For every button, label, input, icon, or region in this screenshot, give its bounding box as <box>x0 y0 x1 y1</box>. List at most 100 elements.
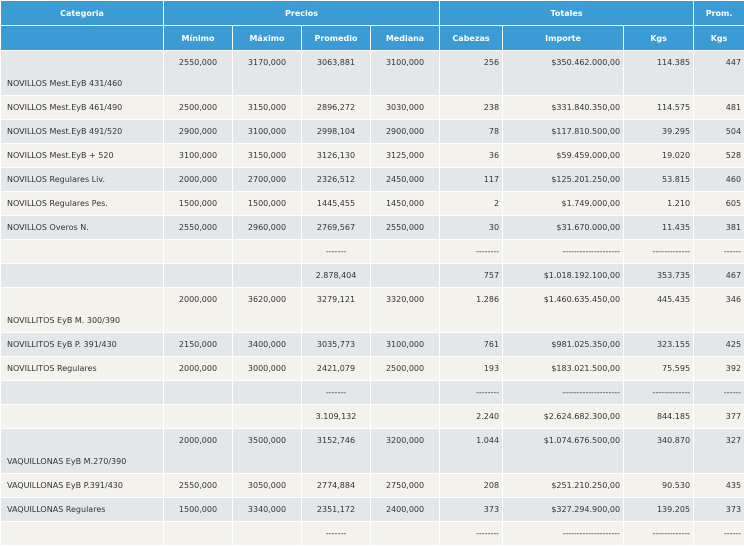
cell-prom-kgs: 392 <box>694 357 744 381</box>
subtotal-row: 2.878,404 757 $1.018.192.100,00 353.735 … <box>1 264 744 288</box>
cell-prom-kgs: 504 <box>694 120 744 144</box>
cell-promedio: 3.109,132 <box>302 405 371 429</box>
cell-mediana: 2500,000 <box>371 357 440 381</box>
cell-promedio: 2896,272 <box>302 96 371 120</box>
cell-minimo: 2000,000 <box>164 429 233 474</box>
cell-prom-kgs: 346 <box>694 288 744 333</box>
table-row: VAQUILLONAS EyB M.270/390 2000,000 3500,… <box>1 429 744 474</box>
cell-mediana: 3125,000 <box>371 144 440 168</box>
header-promedio: Promedio <box>302 26 371 51</box>
cell-categoria: NOVILLOS Mest.EyB + 520 <box>1 144 164 168</box>
cell-importe: -------------------- <box>503 522 624 546</box>
cell-maximo: 3150,000 <box>233 96 302 120</box>
cell-mediana <box>371 264 440 288</box>
cell-prom-kgs: 377 <box>694 405 744 429</box>
cell-cabezas: 36 <box>440 144 503 168</box>
cell-prom-kgs: 460 <box>694 168 744 192</box>
cell-mediana <box>371 240 440 264</box>
cell-maximo <box>233 405 302 429</box>
cell-importe: $327.294.900,00 <box>503 498 624 522</box>
table-body: NOVILLOS Mest.EyB 431/460 2550,000 3170,… <box>1 51 744 546</box>
cell-kgs: ------------- <box>624 381 694 405</box>
subtotal-row: 3.109,132 2.240 $2.624.682.300,00 844.18… <box>1 405 744 429</box>
cell-minimo <box>164 522 233 546</box>
cell-categoria: NOVILLITOS EyB P. 391/430 <box>1 333 164 357</box>
cell-minimo <box>164 405 233 429</box>
cell-cabezas: 117 <box>440 168 503 192</box>
cell-promedio: ------- <box>302 240 371 264</box>
cell-kgs: 323.155 <box>624 333 694 357</box>
table-row: VAQUILLONAS EyB P.391/430 2550,000 3050,… <box>1 474 744 498</box>
cell-maximo: 3620,000 <box>233 288 302 333</box>
cell-cabezas: 193 <box>440 357 503 381</box>
cell-mediana: 3200,000 <box>371 429 440 474</box>
cell-maximo: 3150,000 <box>233 144 302 168</box>
cell-minimo: 3100,000 <box>164 144 233 168</box>
cell-promedio: 1445,455 <box>302 192 371 216</box>
cell-maximo: 2960,000 <box>233 216 302 240</box>
header-cabezas: Cabezas <box>440 26 503 51</box>
table-row: VAQUILLONAS Regulares 1500,000 3340,000 … <box>1 498 744 522</box>
cell-promedio: 3152,746 <box>302 429 371 474</box>
cell-prom-kgs: 467 <box>694 264 744 288</box>
cell-minimo: 2550,000 <box>164 474 233 498</box>
cell-cabezas: -------- <box>440 522 503 546</box>
cell-importe: $1.460.635.450,00 <box>503 288 624 333</box>
table-row: NOVILLOS Regulares Pes. 1500,000 1500,00… <box>1 192 744 216</box>
cell-promedio: 2.878,404 <box>302 264 371 288</box>
cell-maximo: 1500,000 <box>233 192 302 216</box>
cell-prom-kgs: 528 <box>694 144 744 168</box>
cell-categoria: VAQUILLONAS EyB P.391/430 <box>1 474 164 498</box>
cell-promedio: 2326,512 <box>302 168 371 192</box>
cell-kgs: 340.870 <box>624 429 694 474</box>
cell-promedio: 2774,884 <box>302 474 371 498</box>
cell-importe: $125.201.250,00 <box>503 168 624 192</box>
cell-categoria <box>1 405 164 429</box>
cell-promedio: 3063,881 <box>302 51 371 96</box>
cell-maximo: 3100,000 <box>233 120 302 144</box>
cell-promedio: 2351,172 <box>302 498 371 522</box>
cell-maximo: 2700,000 <box>233 168 302 192</box>
cell-cabezas: 30 <box>440 216 503 240</box>
table-row: NOVILLOS Mest.EyB 491/520 2900,000 3100,… <box>1 120 744 144</box>
cell-minimo: 2000,000 <box>164 357 233 381</box>
cell-mediana: 2750,000 <box>371 474 440 498</box>
cell-kgs: 19.020 <box>624 144 694 168</box>
header-importe: Importe <box>503 26 624 51</box>
cell-prom-kgs: 605 <box>694 192 744 216</box>
cell-prom-kgs: 435 <box>694 474 744 498</box>
cell-cabezas: -------- <box>440 240 503 264</box>
cell-promedio: ------- <box>302 522 371 546</box>
table-row: NOVILLITOS EyB M. 300/390 2000,000 3620,… <box>1 288 744 333</box>
cell-cabezas: 2 <box>440 192 503 216</box>
cell-minimo: 2550,000 <box>164 216 233 240</box>
cell-prom-kgs: 381 <box>694 216 744 240</box>
cell-promedio: 2421,079 <box>302 357 371 381</box>
cell-importe: -------------------- <box>503 240 624 264</box>
cell-mediana: 2550,000 <box>371 216 440 240</box>
table-row: NOVILLOS Mest.EyB 431/460 2550,000 3170,… <box>1 51 744 96</box>
header-maximo: Máximo <box>233 26 302 51</box>
cell-maximo <box>233 264 302 288</box>
cell-categoria: NOVILLOS Mest.EyB 461/490 <box>1 96 164 120</box>
cell-mediana: 1450,000 <box>371 192 440 216</box>
cell-categoria: VAQUILLONAS EyB M.270/390 <box>1 429 164 474</box>
cell-maximo: 3050,000 <box>233 474 302 498</box>
table-row: NOVILLOS Regulares Liv. 2000,000 2700,00… <box>1 168 744 192</box>
header-prom-kgs: Kgs <box>694 26 744 51</box>
table-row: NOVILLITOS Regulares 2000,000 3000,000 2… <box>1 357 744 381</box>
cell-mediana <box>371 381 440 405</box>
cell-importe: $1.018.192.100,00 <box>503 264 624 288</box>
cell-kgs: 353.735 <box>624 264 694 288</box>
cell-cabezas: 1.286 <box>440 288 503 333</box>
cell-importe: $31.670.000,00 <box>503 216 624 240</box>
cell-categoria <box>1 264 164 288</box>
separator-row: ------- -------- -------------------- --… <box>1 522 744 546</box>
cell-minimo: 2900,000 <box>164 120 233 144</box>
table-row: NOVILLITOS EyB P. 391/430 2150,000 3400,… <box>1 333 744 357</box>
cell-importe: $331.840.350,00 <box>503 96 624 120</box>
cell-cabezas: 757 <box>440 264 503 288</box>
cell-cabezas: 2.240 <box>440 405 503 429</box>
cell-categoria: NOVILLOS Regulares Pes. <box>1 192 164 216</box>
cell-maximo: 3170,000 <box>233 51 302 96</box>
